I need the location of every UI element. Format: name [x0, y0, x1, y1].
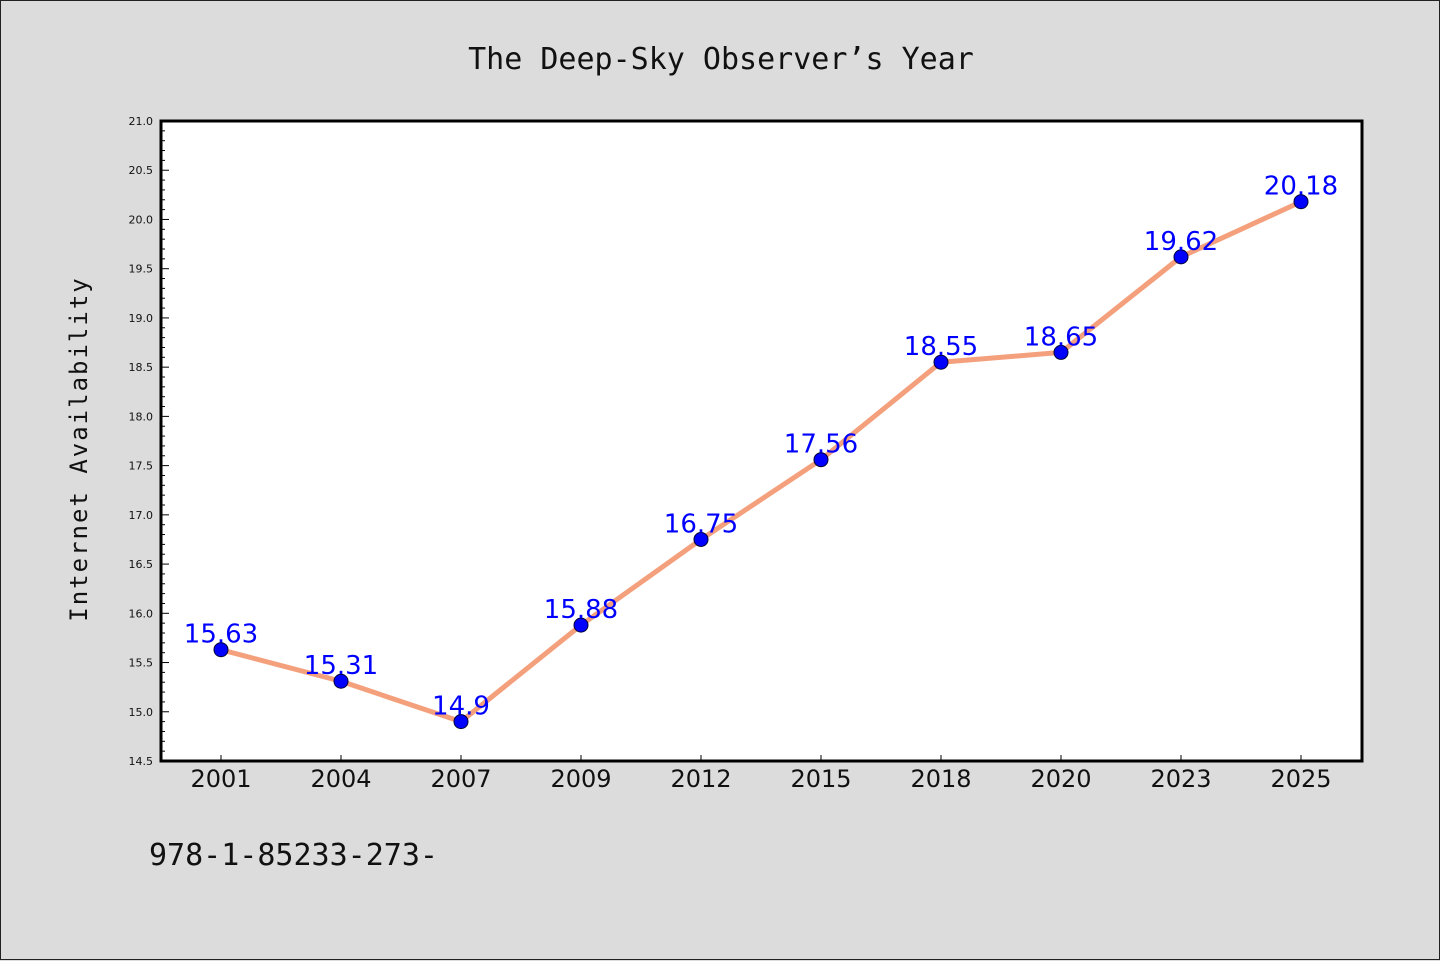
- data-label: 16.75: [664, 509, 738, 539]
- data-point-marker: [333, 673, 349, 689]
- y-tick-label: 20.5: [129, 164, 154, 177]
- y-tick-label: 17.5: [129, 460, 154, 473]
- y-axis-label: Internet Availability: [65, 276, 93, 621]
- chart-title: The Deep-Sky Observer’s Year: [468, 42, 974, 77]
- data-label: 19.62: [1144, 227, 1218, 257]
- data-point-marker: [1173, 249, 1189, 265]
- data-label: 15.63: [184, 620, 258, 650]
- data-label: 18.65: [1024, 322, 1098, 352]
- x-tick-label: 2018: [910, 765, 971, 793]
- y-tick-label: 19.0: [129, 312, 154, 325]
- footer-isbn-text: 978-1-85233-273-: [149, 838, 438, 873]
- data-point-marker: [933, 354, 949, 370]
- data-label: 20.18: [1264, 172, 1338, 202]
- y-axis: 14.5 15.0 15.5 16.0 16.5 17.0 17.5 18.0 18.5 19.0…: [129, 115, 169, 768]
- y-tick-label: 16.0: [129, 607, 154, 620]
- data-label: 15.31: [304, 651, 378, 681]
- data-label: 17.56: [784, 430, 858, 460]
- series-line-group: [218, 199, 1304, 725]
- data-label: 18.55: [904, 332, 978, 362]
- data-labels-group: 15.63 15.31 14.9 15.88 16.75 17.56 18.55 18.65 1…: [184, 172, 1338, 722]
- data-point-marker: [813, 452, 829, 468]
- data-label: 14.9: [432, 692, 490, 722]
- x-tick-label: 2009: [550, 765, 611, 793]
- x-tick-label: 2015: [790, 765, 851, 793]
- x-tick-label: 2004: [310, 765, 371, 793]
- data-point-marker: [573, 617, 589, 633]
- data-label: 15.88: [544, 595, 618, 625]
- y-tick-label: 16.5: [129, 558, 154, 571]
- x-tick-label: 2007: [430, 765, 491, 793]
- series-line: [218, 199, 1304, 725]
- markers-group: [213, 194, 1309, 730]
- y-tick-label: 17.0: [129, 509, 154, 522]
- x-tick-label: 2025: [1270, 765, 1331, 793]
- x-tick-label: 2020: [1030, 765, 1091, 793]
- data-point-marker: [1293, 194, 1309, 210]
- y-tick-label: 20.0: [129, 213, 154, 226]
- y-tick-label: 15.0: [129, 706, 154, 719]
- y-tick-label: 21.0: [129, 115, 154, 128]
- data-point-marker: [1053, 344, 1069, 360]
- y-tick-label: 19.5: [129, 263, 154, 276]
- plot-area: [159, 119, 1364, 763]
- data-point-marker: [453, 714, 469, 730]
- y-tick-label: 15.5: [129, 657, 154, 670]
- y-tick-label: 14.5: [129, 755, 154, 768]
- y-tick-label: 18.0: [129, 410, 154, 423]
- y-tick-label: 18.5: [129, 361, 154, 374]
- x-tick-label: 2001: [190, 765, 251, 793]
- data-point-marker: [693, 531, 709, 547]
- x-tick-label: 2012: [670, 765, 731, 793]
- data-point-marker: [213, 642, 229, 658]
- x-axis: 2001 2004 2007 2009 2012 2015 2018 2020 2023 2025: [190, 755, 1332, 793]
- x-tick-label: 2023: [1150, 765, 1211, 793]
